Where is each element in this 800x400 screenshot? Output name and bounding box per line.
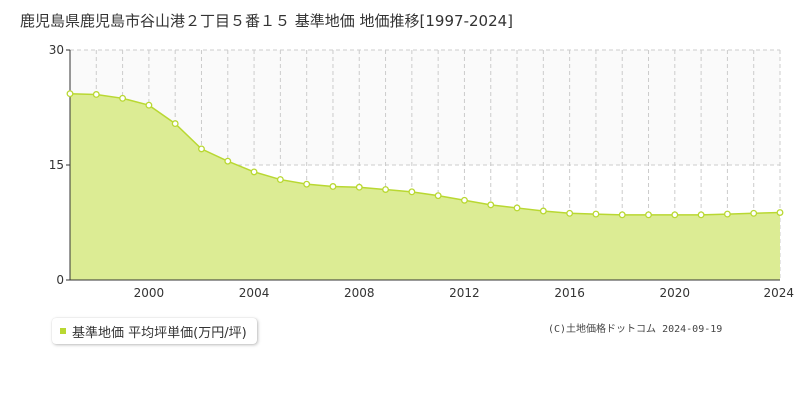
legend-marker <box>60 328 66 334</box>
legend: 基準地価 平均坪単価(万円/坪) <box>52 318 257 344</box>
data-point <box>697 211 705 219</box>
x-tick-label: 2000 <box>134 286 165 300</box>
data-point <box>119 94 127 102</box>
chart-title: 鹿児島県鹿児島市谷山港２丁目５番１５ 基準地価 地価推移[1997-2024] <box>20 12 514 30</box>
x-tick-label: 2020 <box>660 286 691 300</box>
series-area <box>70 93 780 280</box>
data-point <box>276 176 284 184</box>
data-point <box>382 186 390 193</box>
data-point <box>408 188 416 196</box>
data-point <box>355 183 363 191</box>
data-point <box>171 120 179 128</box>
data-point <box>513 204 521 212</box>
data-point <box>539 207 547 215</box>
data-point <box>645 211 652 219</box>
y-tick-label: 0 <box>56 273 64 287</box>
series-line <box>69 92 781 216</box>
legend-label: 基準地価 平均坪単価(万円/坪) <box>72 325 247 341</box>
y-tick-label: 15 <box>49 158 64 172</box>
data-point <box>434 192 442 200</box>
data-point <box>66 90 74 98</box>
data-point <box>250 168 258 176</box>
copyright-text: (C)土地価格ドットコム 2024-09-19 <box>548 324 723 335</box>
x-tick-label: 2016 <box>554 286 585 300</box>
data-point <box>92 91 100 98</box>
data-point <box>566 209 574 217</box>
data-point <box>198 145 205 153</box>
data-point <box>329 183 337 190</box>
x-tick-label: 2008 <box>344 286 375 300</box>
data-point <box>723 210 731 218</box>
data-point <box>592 210 600 218</box>
x-tick-label: 2004 <box>239 286 270 300</box>
data-point <box>776 209 784 216</box>
data-point <box>618 211 626 219</box>
data-point <box>487 201 495 209</box>
x-tick-label: 2024 <box>763 286 794 300</box>
x-tick-label: 2012 <box>449 286 480 300</box>
data-point <box>460 196 468 204</box>
data-point <box>303 180 311 188</box>
data-point <box>671 211 679 219</box>
data-point <box>750 209 758 217</box>
y-tick-label: 30 <box>49 43 64 57</box>
data-point <box>224 157 232 165</box>
data-point <box>145 101 153 109</box>
